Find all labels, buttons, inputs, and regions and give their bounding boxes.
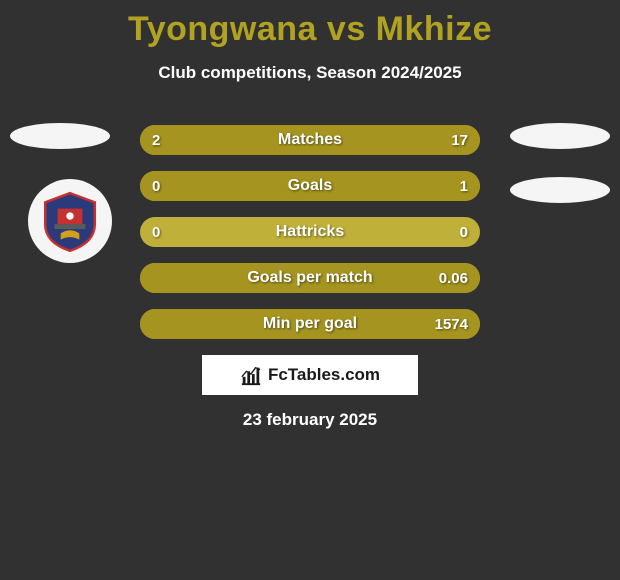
stat-row: Goals per match0.06 xyxy=(140,263,480,293)
page-subtitle: Club competitions, Season 2024/2025 xyxy=(0,63,620,83)
stats-comparison-rows: 2Matches170Goals10Hattricks0Goals per ma… xyxy=(140,125,480,355)
stat-label: Goals xyxy=(140,171,480,201)
stat-row: 2Matches17 xyxy=(140,125,480,155)
site-name: FcTables.com xyxy=(268,365,380,385)
player1-club-logo xyxy=(10,123,110,149)
stat-row: 0Goals1 xyxy=(140,171,480,201)
bar-chart-icon xyxy=(240,364,262,386)
player2-secondary-club-logo xyxy=(510,177,610,203)
stat-value-right: 17 xyxy=(451,125,468,155)
comparison-date: 23 february 2025 xyxy=(0,410,620,430)
stat-value-right: 0 xyxy=(460,217,468,247)
site-attribution-box: FcTables.com xyxy=(202,355,418,395)
chippa-united-badge xyxy=(28,179,112,263)
page-title: Tyongwana vs Mkhize xyxy=(0,0,620,49)
stat-row: Min per goal1574 xyxy=(140,309,480,339)
player2-club-logo xyxy=(510,123,610,149)
stat-label: Min per goal xyxy=(140,309,480,339)
stat-label: Goals per match xyxy=(140,263,480,293)
stat-label: Hattricks xyxy=(140,217,480,247)
stat-row: 0Hattricks0 xyxy=(140,217,480,247)
stat-value-right: 1574 xyxy=(435,309,468,339)
stat-label: Matches xyxy=(140,125,480,155)
stat-value-right: 1 xyxy=(460,171,468,201)
stat-value-right: 0.06 xyxy=(439,263,468,293)
